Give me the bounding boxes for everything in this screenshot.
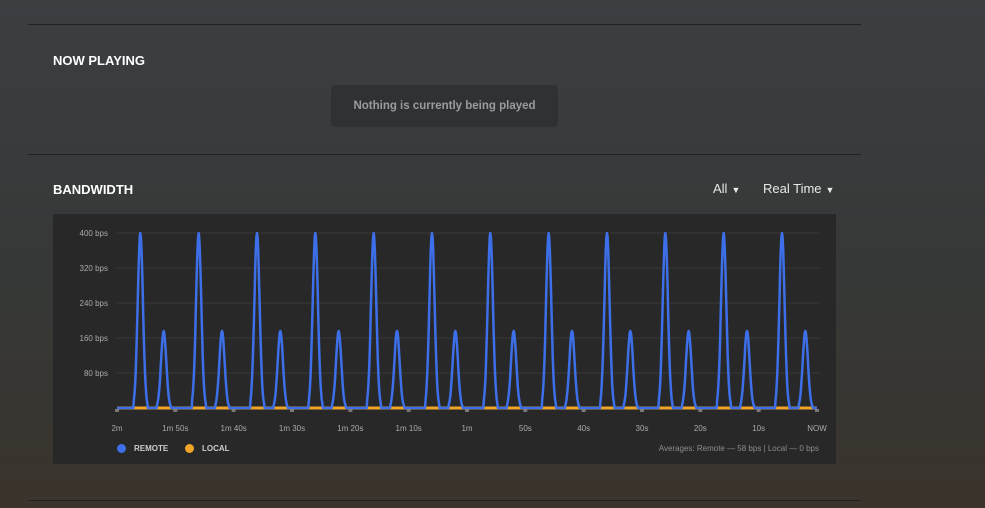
y-tick-label: 400 bps — [80, 229, 108, 238]
now-playing-heading: NOW PLAYING — [53, 53, 145, 68]
averages-text: Averages: Remote — 58 bps | Local — 0 bp… — [658, 444, 819, 453]
x-tick-label: NOW — [807, 424, 827, 433]
caret-down-icon: ▼ — [731, 185, 741, 195]
x-tick-label: 50s — [519, 424, 532, 433]
bandwidth-chart: 400 bps 320 bps 240 bps 160 bps 80 bps 2m 1m 5… — [80, 229, 828, 433]
divider — [28, 24, 861, 25]
x-tick-mark — [406, 409, 411, 412]
legend-label: LOCAL — [202, 444, 230, 453]
x-tick-mark — [348, 409, 353, 412]
x-tick-label: 40s — [577, 424, 590, 433]
legend-label: REMOTE — [134, 444, 169, 453]
x-tick-mark — [756, 409, 761, 412]
x-tick-mark — [231, 409, 236, 412]
y-tick-label: 320 bps — [80, 264, 108, 273]
x-tick-label: 1m 10s — [396, 424, 422, 433]
remote-dot-icon — [117, 444, 126, 453]
y-tick-label: 240 bps — [80, 299, 108, 308]
x-tick-mark — [115, 409, 119, 412]
legend-remote[interactable]: REMOTE — [117, 444, 168, 453]
x-tick-mark — [290, 409, 294, 412]
caret-down-icon: ▼ — [825, 185, 835, 195]
x-tick-mark — [698, 409, 703, 412]
x-tick-label: 30s — [636, 424, 649, 433]
x-tick-label: 1m — [461, 424, 472, 433]
remote-series-line — [116, 231, 818, 410]
divider — [28, 500, 861, 501]
filter-dropdown[interactable]: All ▼ — [713, 181, 740, 196]
x-tick-label: 1m 50s — [162, 424, 188, 433]
x-tick-label: 1m 20s — [337, 424, 363, 433]
x-tick-label: 1m 40s — [221, 424, 247, 433]
range-dropdown[interactable]: Real Time ▼ — [763, 181, 834, 196]
y-tick-label: 160 bps — [80, 334, 108, 343]
bandwidth-chart-panel: 400 bps 320 bps 240 bps 160 bps 80 bps 2m 1m 5… — [53, 214, 836, 464]
x-tick-mark — [815, 409, 819, 412]
x-tick-mark — [523, 409, 528, 412]
y-tick-label: 80 bps — [84, 369, 108, 378]
filter-value: All — [713, 181, 728, 196]
now-playing-empty-message: Nothing is currently being played — [331, 85, 558, 127]
x-tick-label: 10s — [752, 424, 765, 433]
x-tick-mark — [640, 409, 644, 412]
x-tick-label: 1m 30s — [279, 424, 305, 433]
legend-local[interactable]: LOCAL — [185, 444, 230, 453]
x-tick-mark — [173, 409, 178, 412]
x-tick-mark — [581, 409, 586, 412]
x-tick-label: 2m — [111, 424, 122, 433]
x-tick-mark — [465, 409, 469, 412]
x-tick-label: 20s — [694, 424, 707, 433]
range-value: Real Time — [763, 181, 822, 196]
bandwidth-heading: BANDWIDTH — [53, 182, 134, 197]
local-dot-icon — [185, 444, 194, 453]
divider — [28, 154, 861, 155]
